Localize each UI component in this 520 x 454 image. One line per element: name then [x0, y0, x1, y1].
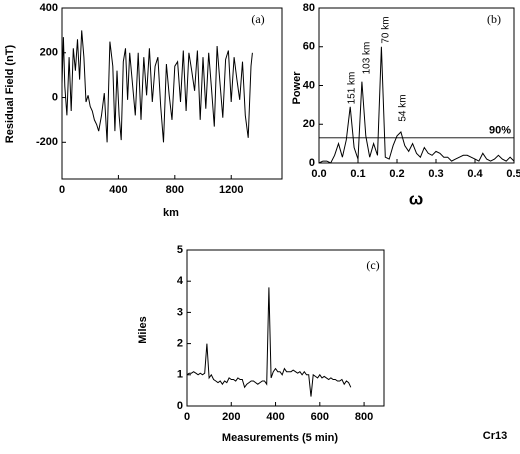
y-tick-label: -200 [36, 136, 58, 148]
y-tick-label: 3 [177, 306, 183, 318]
y-tick-label: 2 [177, 338, 183, 350]
y-tick-label: 60 [303, 41, 315, 53]
plot-frame [61, 7, 283, 180]
x-tick-label: 0.2 [389, 168, 404, 180]
x-tick-label: 400 [109, 184, 127, 196]
reference-label: 90% [489, 125, 511, 137]
panel-label: (b) [487, 12, 501, 26]
x-axis-label: km [163, 207, 179, 219]
x-tick-label: 0.3 [428, 168, 443, 180]
y-axis-label: Miles [137, 316, 149, 344]
panel-label: (a) [251, 12, 264, 26]
y-tick-label: 0 [177, 400, 183, 412]
peak-label: 54 km [398, 94, 409, 121]
y-tick-label: 0 [52, 91, 58, 103]
peak-label: 103 km [362, 42, 373, 75]
y-tick-label: 400 [40, 2, 58, 14]
x-tick-label: 0.5 [506, 168, 520, 180]
x-tick-label: 400 [266, 411, 284, 423]
y-tick-label: 200 [40, 47, 58, 59]
panel-label: (c) [366, 258, 379, 272]
data-line [186, 287, 352, 397]
x-tick-label: 0 [59, 184, 65, 196]
x-axis-label: ω [409, 189, 423, 208]
x-tick-label: 800 [166, 184, 184, 196]
x-tick-label: 0.4 [467, 168, 483, 180]
x-tick-label: 1200 [219, 184, 243, 196]
y-tick-label: 1 [177, 369, 183, 381]
x-tick-label: 600 [311, 411, 329, 423]
x-tick-label: 0.1 [350, 168, 365, 180]
data-line [61, 30, 253, 143]
y-tick-label: 4 [177, 275, 184, 287]
x-axis-label: Measurements (5 min) [222, 432, 338, 444]
y-axis-label: Residual Field (nT) [4, 44, 16, 143]
peak-label: 151 km [347, 72, 358, 105]
x-tick-label: 0.0 [311, 168, 326, 180]
y-tick-label: 40 [303, 79, 315, 91]
y-axis-label: Power [291, 71, 303, 105]
x-tick-label: 200 [222, 411, 240, 423]
y-tick-label: 20 [303, 118, 315, 130]
y-tick-label: 0 [309, 157, 315, 169]
plot-frame [186, 249, 385, 407]
y-tick-label: 80 [303, 2, 315, 14]
x-tick-label: 800 [355, 411, 373, 423]
corner-label: Cr13 [483, 430, 507, 442]
data-line [318, 46, 515, 164]
peak-label: 70 km [381, 16, 392, 43]
y-tick-label: 5 [177, 244, 183, 256]
x-tick-label: 0 [184, 411, 190, 423]
